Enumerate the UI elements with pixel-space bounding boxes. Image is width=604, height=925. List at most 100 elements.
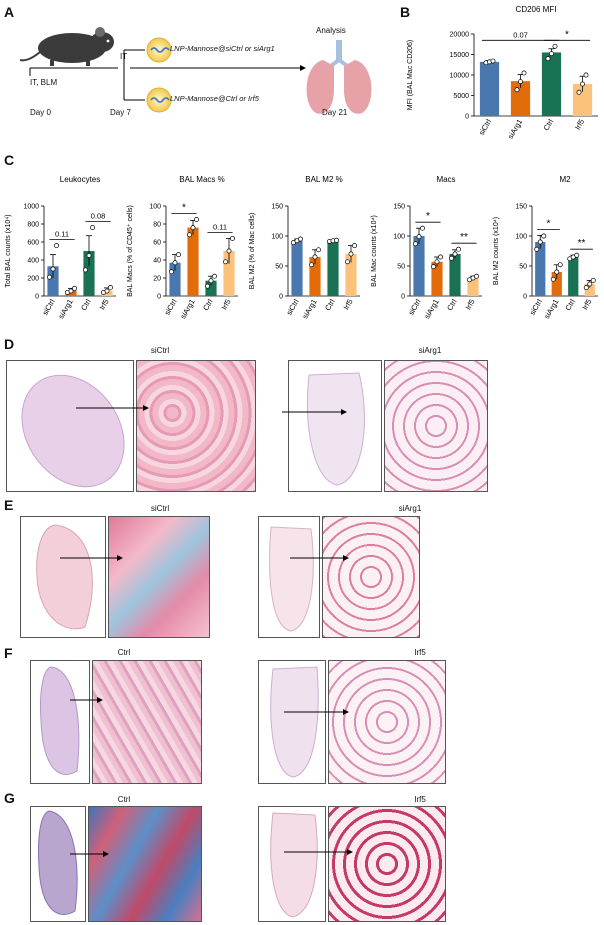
- chart-c-row: Leukocytes Total BAL counts (x10⁴) 0 200 400…: [0, 168, 604, 334]
- x-tick-label: siCtrl: [40, 297, 57, 317]
- data-point: [541, 233, 547, 239]
- x-tick-label: Ctrl: [542, 117, 556, 132]
- histology-e-left-overview: [20, 516, 106, 638]
- x-tick-label: Irf5: [580, 298, 593, 312]
- bar-irf5: [584, 284, 595, 296]
- bar-siarg1: [309, 257, 321, 296]
- histology-e-right-zoom: [322, 516, 420, 638]
- histology-e-left-zoom: [108, 516, 210, 638]
- label-it: IT: [120, 52, 128, 61]
- histology-f-right-zoom: [328, 660, 446, 784]
- y-tick-label: 80: [153, 222, 161, 229]
- data-point: [208, 278, 214, 284]
- data-point: [474, 273, 479, 279]
- data-point: [223, 259, 228, 265]
- data-point: [352, 243, 357, 249]
- y-tick-label: 50: [519, 264, 527, 271]
- data-point: [348, 251, 354, 257]
- data-point: [552, 43, 558, 49]
- x-tick-label: Irf5: [342, 298, 355, 312]
- data-point: [108, 284, 113, 290]
- data-point: [583, 72, 589, 78]
- panel-letter-d: D: [4, 336, 15, 352]
- histology-g-left-overview: [30, 806, 86, 922]
- histology-d-left-overview: [6, 360, 134, 492]
- histology-e-right-overview: [258, 516, 320, 638]
- data-point: [456, 246, 461, 252]
- data-point: [345, 259, 350, 265]
- data-point: [90, 225, 95, 231]
- bar-siarg1: [431, 261, 443, 296]
- data-point: [449, 255, 454, 261]
- bar-ctrl: [327, 240, 339, 296]
- data-point: [194, 217, 199, 222]
- y-tick-label: 20000: [450, 32, 470, 39]
- data-point: [554, 269, 560, 275]
- y-tick-label: 100: [393, 234, 405, 241]
- y-tick-label: 150: [271, 204, 283, 211]
- panel-letter-f: F: [4, 645, 13, 661]
- histology-d-right-overview: [288, 360, 382, 492]
- x-tick-label: siCtrl: [477, 117, 494, 137]
- y-tick-label: 400: [27, 258, 39, 265]
- data-point: [316, 247, 321, 253]
- x-tick-label: Irf5: [573, 118, 586, 132]
- y-tick-label: 1000: [23, 204, 39, 211]
- label-e-right: siArg1: [398, 504, 422, 513]
- y-tick-label: 40: [153, 258, 161, 265]
- y-tick-label: 150: [515, 204, 527, 211]
- data-point: [226, 248, 232, 254]
- label-f-right: Irf5: [414, 648, 426, 657]
- significance-label: **: [578, 238, 586, 249]
- data-point: [438, 254, 443, 260]
- chart-leukocytes: Leukocytes Total BAL counts (x10⁴) 0 200 400…: [5, 175, 116, 320]
- y-tick-label: 800: [27, 222, 39, 229]
- data-point: [54, 243, 59, 249]
- label-f-left: Ctrl: [117, 648, 131, 657]
- y-tick-label: 60: [153, 240, 161, 247]
- bar-ctrl: [449, 254, 461, 296]
- significance-label: *: [182, 203, 186, 214]
- data-point: [550, 276, 556, 282]
- data-point: [176, 252, 181, 258]
- y-axis-label: MFI (BAL Mac CD206): [407, 40, 414, 111]
- chart-cd206-mfi: CD206 MFI MFI (BAL Mac CD206) 0 5000 10000 15…: [407, 5, 598, 141]
- x-tick-label: siCtrl: [162, 297, 179, 317]
- data-point: [205, 283, 210, 289]
- label-d-left: siCtrl: [150, 346, 170, 355]
- data-point: [83, 267, 88, 273]
- panel-letter-b: B: [400, 4, 411, 20]
- y-tick-label: 20: [153, 276, 161, 283]
- label-lnp-sirna: LNP-Mannose@siCtrl or siArg1: [170, 44, 275, 53]
- bar-ctrl: [83, 251, 95, 296]
- lnp-icon-1: [146, 37, 172, 63]
- x-tick-label: siArg1: [506, 118, 524, 141]
- data-point: [521, 70, 527, 76]
- label-day21: Day 21: [322, 108, 348, 117]
- panel-letter-c: C: [4, 152, 15, 168]
- bar-irf5: [223, 251, 235, 296]
- label-e-left: siCtrl: [150, 504, 170, 513]
- y-tick-label: 0: [157, 294, 161, 301]
- y-tick-label: 50: [397, 264, 405, 271]
- data-point: [590, 277, 596, 283]
- x-tick-label: Ctrl: [201, 297, 215, 312]
- label-day7: Day 7: [110, 108, 131, 117]
- chart-title: BAL M2 %: [305, 175, 343, 184]
- histology-g-right-overview: [258, 806, 326, 922]
- data-point: [187, 232, 192, 238]
- chart-bal-macs-pct: BAL Macs % BAL Macs (% of CD45⁺ cells) 0 20…: [127, 175, 238, 321]
- x-tick-label: siArg1: [178, 298, 196, 321]
- significance-label: *: [426, 211, 430, 222]
- histology-f-right-overview: [258, 660, 326, 784]
- bar-sictrl: [47, 266, 59, 296]
- data-point: [580, 81, 585, 87]
- histology-f-left-overview: [30, 660, 90, 784]
- y-tick-label: 200: [27, 276, 39, 283]
- bar-siarg1: [551, 272, 562, 296]
- data-point: [534, 246, 540, 252]
- label-g-right: Irf5: [414, 795, 426, 804]
- data-point: [537, 239, 543, 245]
- y-axis-label: BAL M2 counts (x10⁴): [493, 217, 500, 285]
- chart-macs: Macs BAL Mac counts (x10⁴) 0 50 100 150 siCtrl…: [371, 175, 482, 320]
